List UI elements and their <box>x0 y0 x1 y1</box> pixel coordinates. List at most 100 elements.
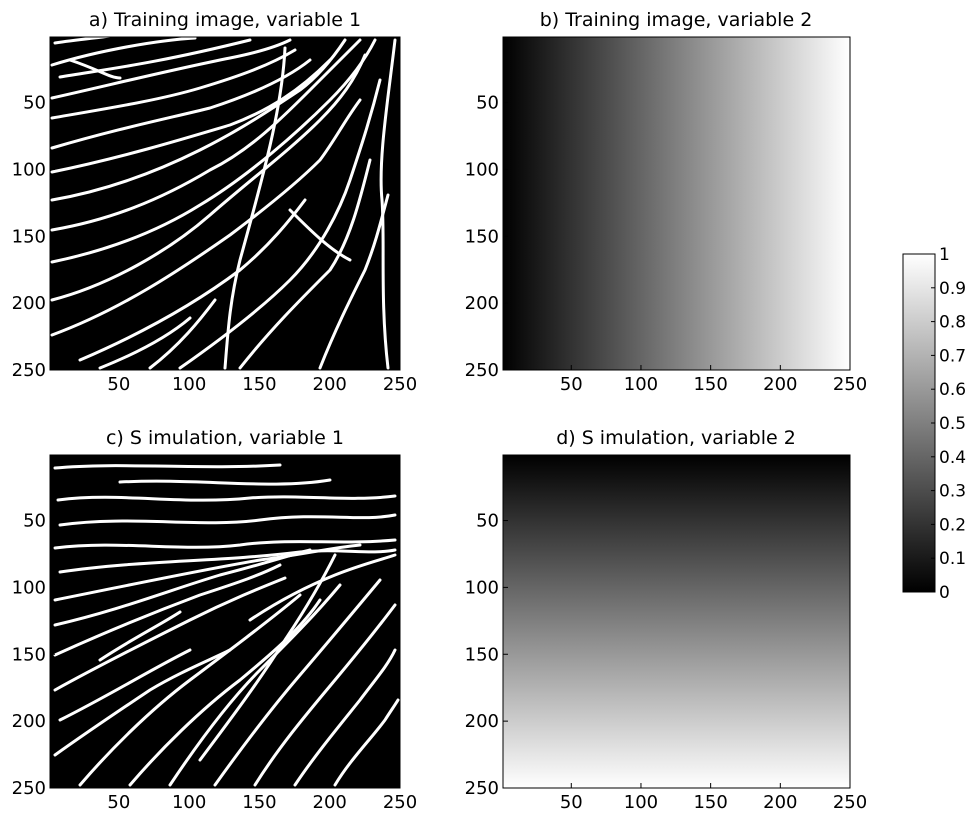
y-tick-label: 100 <box>465 577 499 598</box>
channel <box>56 494 397 502</box>
channel <box>118 478 332 486</box>
panel-d-frame <box>502 454 851 789</box>
x-tick-label: 200 <box>763 374 797 395</box>
channel <box>50 38 362 232</box>
y-tick-label: 50 <box>23 511 46 532</box>
y-tick-label: 150 <box>12 644 46 665</box>
channel <box>50 98 362 337</box>
channel <box>98 316 192 370</box>
colorbar-tick-label: 0 <box>939 583 950 603</box>
x-tick-label: 150 <box>242 792 276 813</box>
channel <box>78 198 307 362</box>
channel <box>53 538 397 550</box>
colorbar-tick-label: 0.5 <box>939 414 966 434</box>
panel-b-frame <box>502 36 851 371</box>
x-tick-label: 50 <box>107 374 130 395</box>
channel <box>223 46 287 370</box>
y-tick-label: 250 <box>12 360 46 381</box>
channel <box>98 610 182 662</box>
x-tick-label: 100 <box>172 374 206 395</box>
channel <box>78 593 302 787</box>
channel <box>168 583 342 787</box>
y-tick-label: 200 <box>465 293 499 314</box>
channel <box>379 38 397 370</box>
channel <box>50 38 377 264</box>
channel <box>293 648 397 787</box>
channel <box>58 548 397 574</box>
channel <box>58 513 397 527</box>
panel-a-channels <box>50 34 397 370</box>
y-tick-label: 50 <box>23 93 46 114</box>
y-tick-label: 250 <box>465 778 499 799</box>
y-tick-label: 100 <box>465 159 499 180</box>
x-tick-label: 100 <box>624 792 658 813</box>
channel <box>53 563 282 657</box>
panel-b-title: b) Training image, variable 2 <box>540 9 813 31</box>
panel-d-axes: 50 100 150 200 250 50 100 150 200 250 <box>465 454 867 813</box>
y-tick-label: 200 <box>12 711 46 732</box>
channel <box>50 58 332 174</box>
colorbar: 0 0.1 0.2 0.3 0.4 0.5 0.6 0.7 0.8 0.9 1 <box>902 245 966 603</box>
x-tick-label: 250 <box>383 374 417 395</box>
colorbar-gradient <box>902 253 936 593</box>
channel <box>68 58 122 80</box>
channel <box>213 578 382 787</box>
channel <box>50 38 347 202</box>
colorbar-tick-label: 0.8 <box>939 313 966 333</box>
channel <box>53 548 312 627</box>
y-tick-label: 150 <box>465 644 499 665</box>
channel <box>148 298 217 370</box>
y-tick-label: 50 <box>476 93 499 114</box>
panel-c-axes: 50 100 150 200 250 50 100 150 200 250 <box>12 454 417 813</box>
panel-b: b) Training image, variable 2 50 100 150 20… <box>465 9 868 395</box>
channel <box>50 53 367 302</box>
channel <box>50 38 292 100</box>
channel <box>53 543 362 602</box>
y-tick-label: 150 <box>465 226 499 247</box>
colorbar-tick-label: 0.7 <box>939 346 966 366</box>
panel-c: c) S imulation, variable 1 <box>12 427 418 813</box>
x-tick-label: 50 <box>560 792 583 813</box>
x-tick-label: 200 <box>313 374 347 395</box>
colorbar-tick-label: 0.3 <box>939 482 966 502</box>
panel-d: d) S imulation, variable 2 50 100 150 200 25… <box>465 427 868 813</box>
colorbar-ticks: 0 0.1 0.2 0.3 0.4 0.5 0.6 0.7 0.8 0.9 1 <box>931 245 966 603</box>
x-tick-label: 50 <box>560 374 583 395</box>
y-tick-label: 250 <box>465 360 499 381</box>
colorbar-tick-label: 1 <box>939 245 950 265</box>
channel <box>248 553 397 622</box>
panel-a-axes: 50 100 150 200 250 50 100 150 200 250 <box>12 36 417 395</box>
x-tick-label: 250 <box>383 792 417 813</box>
x-tick-label: 250 <box>833 374 867 395</box>
x-tick-label: 100 <box>624 374 658 395</box>
colorbar-tick-label: 0.4 <box>939 448 966 468</box>
panel-d-image <box>503 455 850 788</box>
channel <box>178 78 382 370</box>
x-tick-label: 50 <box>107 792 130 813</box>
colorbar-tick-label: 0.9 <box>939 279 966 299</box>
colorbar-tick-label: 0.6 <box>939 380 966 400</box>
channel <box>318 193 390 370</box>
channel <box>58 38 252 79</box>
channel <box>128 598 322 787</box>
y-tick-label: 150 <box>12 226 46 247</box>
y-tick-label: 100 <box>12 159 46 180</box>
panel-c-image <box>50 455 400 788</box>
panel-a-frame <box>49 36 401 371</box>
channel <box>333 698 400 787</box>
panel-d-title: d) S imulation, variable 2 <box>556 427 796 449</box>
panel-c-frame <box>49 454 401 789</box>
y-tick-label: 50 <box>476 511 499 532</box>
channel <box>58 648 192 722</box>
y-tick-label: 250 <box>12 778 46 799</box>
panel-a: a) Training image, variable 1 <box>12 9 418 395</box>
colorbar-tick-label: 0.2 <box>939 515 966 535</box>
x-tick-label: 200 <box>763 792 797 813</box>
y-tick-label: 200 <box>12 293 46 314</box>
channel <box>198 553 337 762</box>
x-tick-label: 150 <box>242 374 276 395</box>
channel <box>53 463 282 470</box>
x-tick-label: 100 <box>172 792 206 813</box>
panel-b-axes: 50 100 150 200 250 50 100 150 200 250 <box>465 36 867 395</box>
